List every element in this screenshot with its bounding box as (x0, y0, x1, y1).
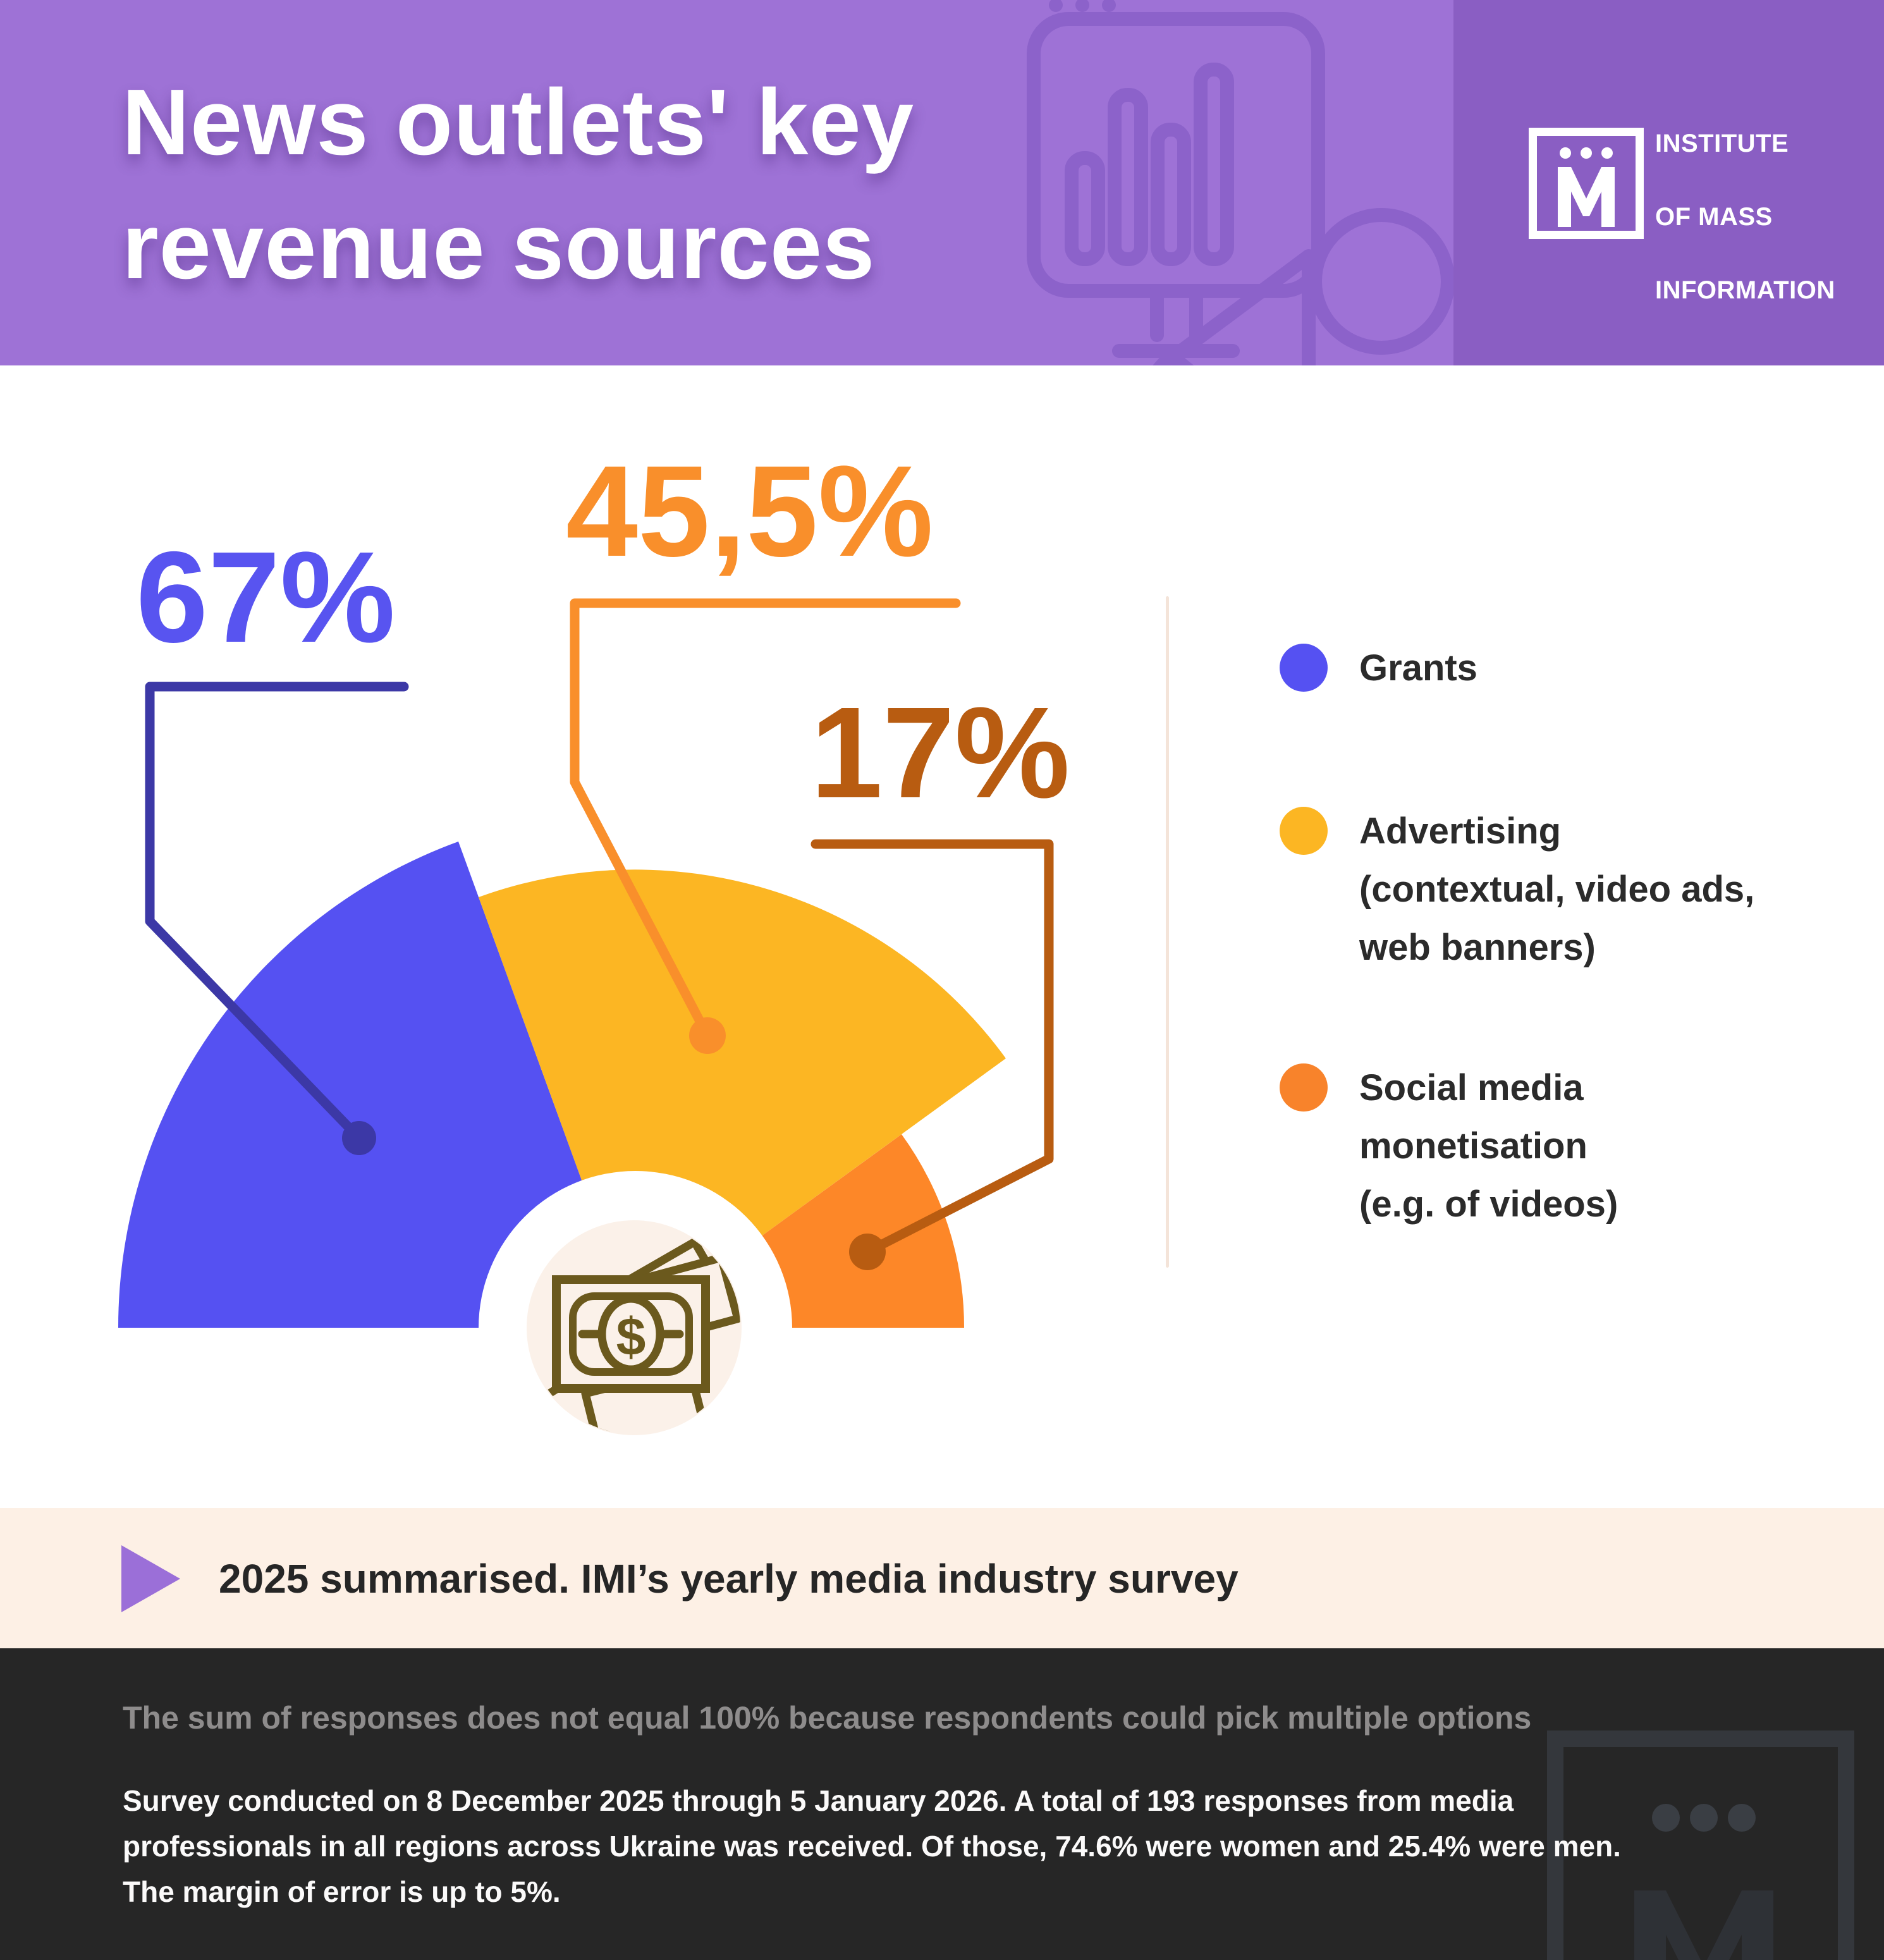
survey-band-title: 2025 summarised. IMI’s yearly media indu… (219, 1556, 1239, 1602)
header: News outlets' key revenue sources INSTIT… (0, 0, 1884, 365)
imi-logo-text: INSTITUTE OF MASS INFORMATION (1655, 125, 1864, 309)
footer-watermark-logo (1547, 1730, 1854, 1960)
money-icon: $ (531, 1237, 740, 1434)
imi-logo-mark (1529, 128, 1644, 239)
legend-item-advertising: Advertising (contextual, video ads, web … (1280, 802, 1836, 977)
logo-line-1: INSTITUTE (1655, 130, 1789, 157)
legend-label-grants: Grants (1359, 647, 1477, 689)
legend-label-social: Social media monetisation (e.g. of video… (1359, 1067, 1618, 1225)
page-title: News outlets' key revenue sources (122, 70, 915, 298)
header-accent-panel (1453, 0, 1884, 365)
leader-line-grants (145, 682, 409, 1143)
header-watermark (1027, 0, 1454, 365)
legend-label-advertising: Advertising (contextual, video ads, web … (1359, 811, 1755, 968)
logo-monogram-m (1558, 167, 1615, 227)
survey-band (0, 1508, 1884, 1648)
legend-dot-social (1280, 1063, 1328, 1112)
value-label-social: 17% (810, 680, 1070, 825)
leader-dot-social (849, 1234, 886, 1270)
legend-dot-grants (1280, 644, 1328, 692)
gauge-chart: $ (0, 598, 1884, 1508)
leader-line-advertising (570, 598, 961, 1041)
footer (0, 1648, 1884, 1960)
value-label-advertising: 45,5% (566, 439, 934, 584)
wedge-grants (118, 842, 636, 1328)
value-label-grants: 67% (136, 525, 396, 670)
legend-item-grants: Grants (1280, 639, 1836, 697)
leader-dot-grants (342, 1121, 376, 1155)
footer-body: Survey conducted on 8 December 2025 thro… (123, 1784, 1621, 1908)
logo-line-2: OF MASS (1655, 203, 1773, 231)
legend-item-social: Social media monetisation (e.g. of video… (1280, 1059, 1836, 1234)
arrow-right-icon (121, 1545, 180, 1612)
logo-line-3: INFORMATION (1655, 276, 1835, 304)
monitor-chart-icon (1027, 0, 1325, 358)
gauge-baseline-mask (0, 1328, 1884, 1508)
leader-dot-advertising (689, 1017, 726, 1054)
legend-dot-advertising (1280, 807, 1328, 855)
megaphone-icon (1153, 208, 1454, 365)
dollar-sign: $ (616, 1307, 646, 1366)
divider-line (1166, 596, 1169, 1268)
leader-line-social (810, 839, 1054, 1257)
footer-note: The sum of responses does not equal 100%… (123, 1700, 1532, 1736)
